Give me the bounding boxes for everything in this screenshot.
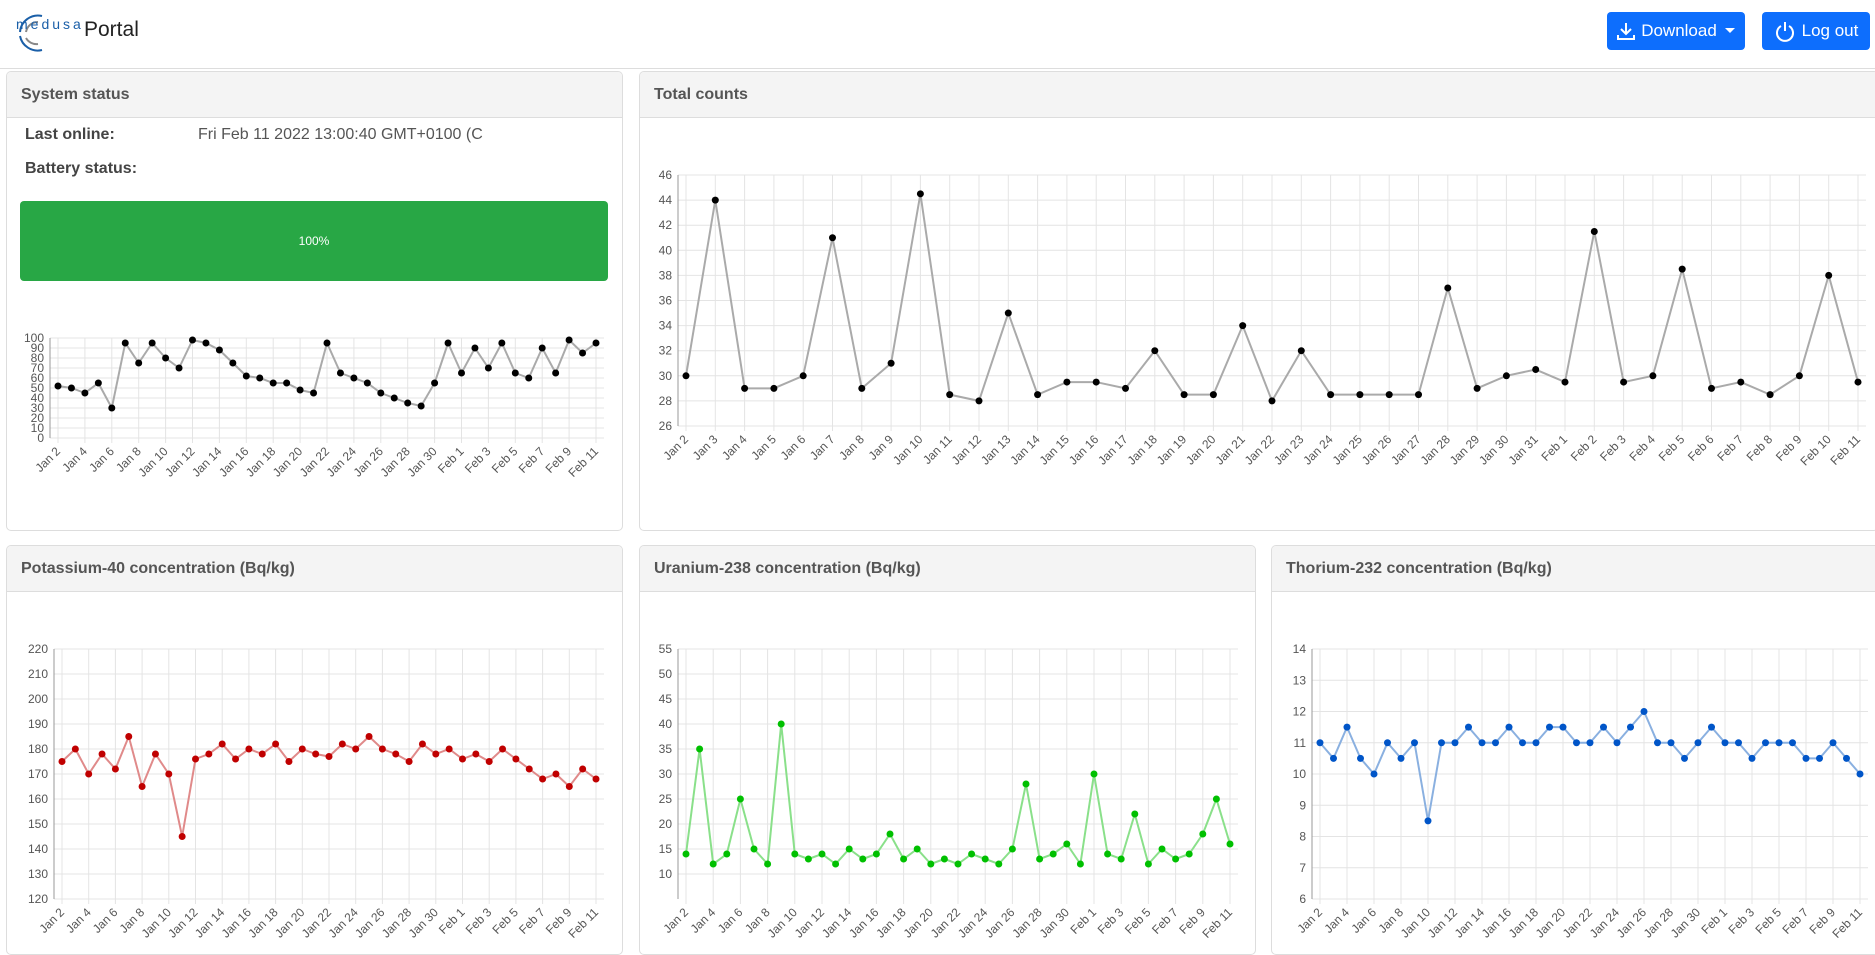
logout-label: Log out bbox=[1801, 21, 1859, 40]
portal-title: Portal bbox=[84, 18, 139, 41]
logout-button[interactable]: Log out bbox=[1762, 12, 1870, 50]
k40-panel: Potassium-40 concentration (Bq/kg) bbox=[6, 545, 623, 955]
panel-title: System status bbox=[7, 72, 622, 118]
download-button[interactable]: Download bbox=[1607, 12, 1745, 50]
download-label: Download bbox=[1641, 21, 1717, 40]
download-icon bbox=[1617, 23, 1636, 40]
header: medusa Portal Download Log out bbox=[0, 0, 1875, 69]
u238-panel: Uranium-238 concentration (Bq/kg) bbox=[639, 545, 1256, 955]
th232-panel: Thorium-232 concentration (Bq/kg) bbox=[1271, 545, 1875, 955]
total-counts-panel: Total counts bbox=[639, 71, 1875, 531]
battery-progress: 100% bbox=[20, 201, 608, 281]
caret bbox=[1724, 28, 1735, 33]
panel-title: Thorium-232 concentration (Bq/kg) bbox=[1272, 546, 1875, 592]
brand: medusa bbox=[16, 16, 84, 32]
logo bbox=[19, 14, 43, 52]
battery-bar: 100% bbox=[20, 201, 608, 281]
last-online-label: Last online: bbox=[25, 126, 115, 143]
last-online-value: Fri Feb 11 2022 13:00:40 GMT+0100 (C bbox=[198, 126, 483, 143]
system-status-panel: System status bbox=[6, 71, 623, 531]
panel-title: Potassium-40 concentration (Bq/kg) bbox=[7, 546, 622, 592]
battery-value: 100% bbox=[298, 234, 330, 248]
panel-title: Total counts bbox=[640, 72, 1875, 118]
battery-label: Battery status: bbox=[25, 160, 138, 177]
panel-title: Uranium-238 concentration (Bq/kg) bbox=[640, 546, 1255, 592]
power-icon bbox=[1775, 22, 1794, 42]
